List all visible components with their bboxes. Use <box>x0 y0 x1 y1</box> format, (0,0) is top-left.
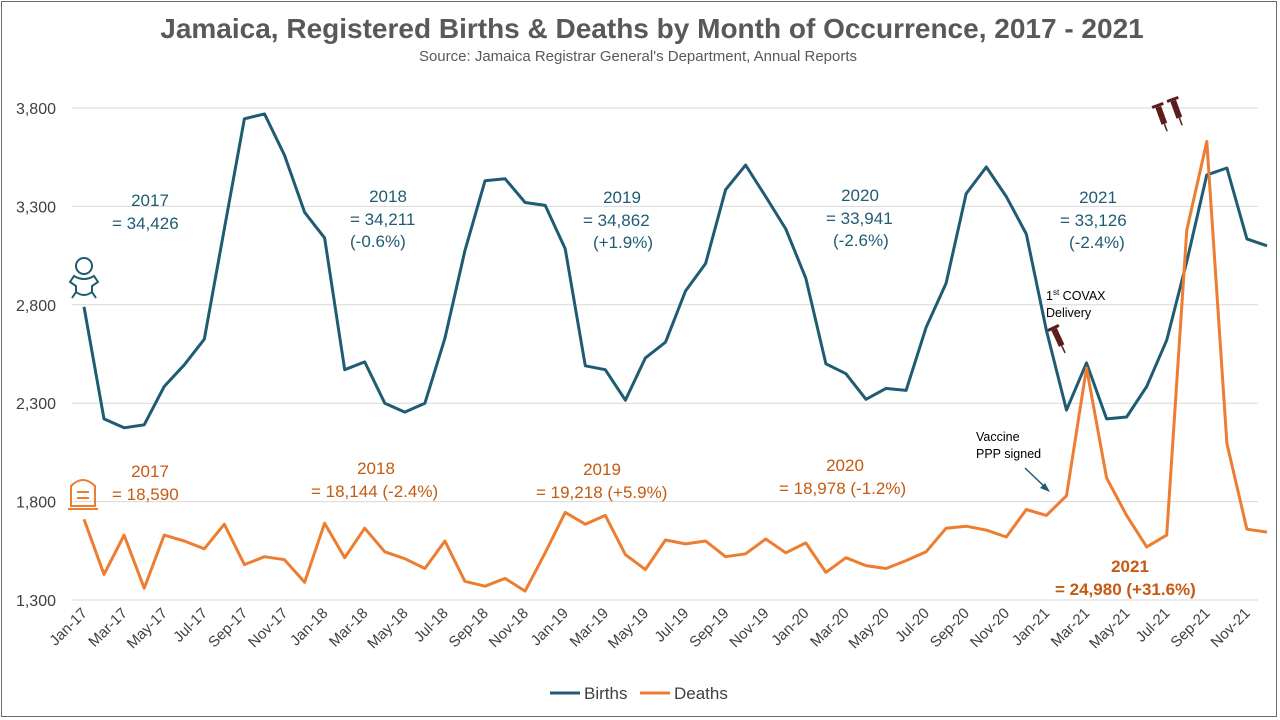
x-tick-label: Sep-19 <box>686 605 732 651</box>
tombstone-icon <box>68 479 98 510</box>
x-tick-label: Sep-21 <box>1167 605 1213 651</box>
series-line-births <box>82 112 1268 430</box>
x-tick-label: Sep-18 <box>446 605 492 651</box>
deaths-2017-year: 2017 <box>131 462 169 481</box>
births-2019-change: (+1.9%) <box>593 233 653 252</box>
births-2018-change: (-0.6%) <box>350 232 406 251</box>
deaths-2020-total: = 18,978 (-1.2%) <box>779 479 906 498</box>
x-tick-label: Mar-17 <box>85 605 131 651</box>
births-2021-total: = 33,126 <box>1060 211 1127 230</box>
births-2020-year: 2020 <box>841 186 879 205</box>
syringe-icon <box>1166 95 1183 126</box>
births-2018-year: 2018 <box>369 187 407 206</box>
x-tick-label: Jan-18 <box>287 605 331 649</box>
births-annotations: 2017 = 34,426 2018 = 34,211 (-0.6%) 2019… <box>112 186 1127 252</box>
vaccine-note-arrowhead <box>1040 483 1050 492</box>
deaths-2021-year: 2021 <box>1111 557 1149 576</box>
x-tick-label: Mar-19 <box>567 605 613 651</box>
x-tick-label: Nov-19 <box>726 605 772 651</box>
x-tick-label: May-17 <box>124 605 171 652</box>
vaccine-note-line2: PPP signed <box>976 447 1041 461</box>
births-2018-total: = 34,211 <box>350 210 415 229</box>
births-2017-total: = 34,426 <box>112 214 179 233</box>
y-tick-label: 3,300 <box>16 199 56 216</box>
x-tick-label: Nov-21 <box>1208 605 1254 651</box>
births-2020-total: = 33,941 <box>826 209 893 228</box>
deaths-2018-total: = 18,144 (-2.4%) <box>311 482 438 501</box>
chart-title: Jamaica, Registered Births & Deaths by M… <box>160 13 1143 44</box>
y-axis-ticks: 1,300 1,800 2,300 2,800 3,300 3,800 <box>16 101 56 610</box>
x-tick-label: Jan-21 <box>1009 605 1053 649</box>
series-line-deaths <box>82 140 1268 593</box>
event-notes: 1st COVAX Delivery Vaccine PPP signed <box>976 288 1106 492</box>
x-tick-label: Sep-20 <box>927 605 973 651</box>
covax-note-line1: 1st COVAX <box>1046 288 1106 303</box>
vaccine-note-line1: Vaccine <box>976 430 1020 444</box>
deaths-2017-total: = 18,590 <box>112 485 179 504</box>
x-tick-label: May-19 <box>605 605 652 652</box>
births-2019-total: = 34,862 <box>583 211 650 230</box>
gridlines <box>72 107 1258 601</box>
covax-note-line2: Delivery <box>1046 306 1092 320</box>
y-tick-label: 2,800 <box>16 298 56 315</box>
x-tick-label: Jan-20 <box>768 605 812 649</box>
x-tick-label: Sep-17 <box>205 605 251 651</box>
x-tick-label: Jan-19 <box>528 605 572 649</box>
deaths-2019-year: 2019 <box>583 460 621 479</box>
legend-label-births: Births <box>584 684 627 703</box>
x-tick-label: Mar-21 <box>1048 605 1094 651</box>
births-2021-year: 2021 <box>1079 188 1117 207</box>
deaths-annotations: 2017 = 18,590 2018 = 18,144 (-2.4%) 2019… <box>112 456 1196 599</box>
x-tick-label: Nov-20 <box>967 605 1013 651</box>
syringe-icon <box>1047 324 1066 354</box>
x-tick-label: Mar-20 <box>807 605 853 651</box>
chart-subtitle: Source: Jamaica Registrar General's Depa… <box>419 48 857 65</box>
legend: Births Deaths <box>550 684 728 703</box>
x-tick-label: Nov-17 <box>245 605 291 651</box>
births-2019-year: 2019 <box>603 188 641 207</box>
deaths-2020-year: 2020 <box>826 456 864 475</box>
x-tick-label: Mar-18 <box>326 605 372 651</box>
x-tick-label: May-21 <box>1086 605 1133 652</box>
x-tick-label: Nov-18 <box>486 605 532 651</box>
legend-label-deaths: Deaths <box>674 684 728 703</box>
x-tick-label: May-20 <box>845 605 892 652</box>
births-2020-change: (-2.6%) <box>833 231 889 250</box>
y-tick-label: 1,800 <box>16 495 56 512</box>
births-2021-change: (-2.4%) <box>1069 233 1125 252</box>
syringe-icon <box>1151 101 1168 132</box>
y-tick-label: 1,300 <box>16 593 56 610</box>
x-tick-label: Jan-17 <box>46 605 90 649</box>
x-tick-label: May-18 <box>364 605 411 652</box>
deaths-2021-total: = 24,980 (+31.6%) <box>1055 580 1196 599</box>
y-tick-label: 3,800 <box>16 101 56 118</box>
deaths-2019-total: = 19,218 (+5.9%) <box>536 483 667 502</box>
baby-icon <box>68 257 100 299</box>
deaths-2018-year: 2018 <box>357 459 395 478</box>
y-tick-label: 2,300 <box>16 396 56 413</box>
births-2017-year: 2017 <box>131 191 169 210</box>
